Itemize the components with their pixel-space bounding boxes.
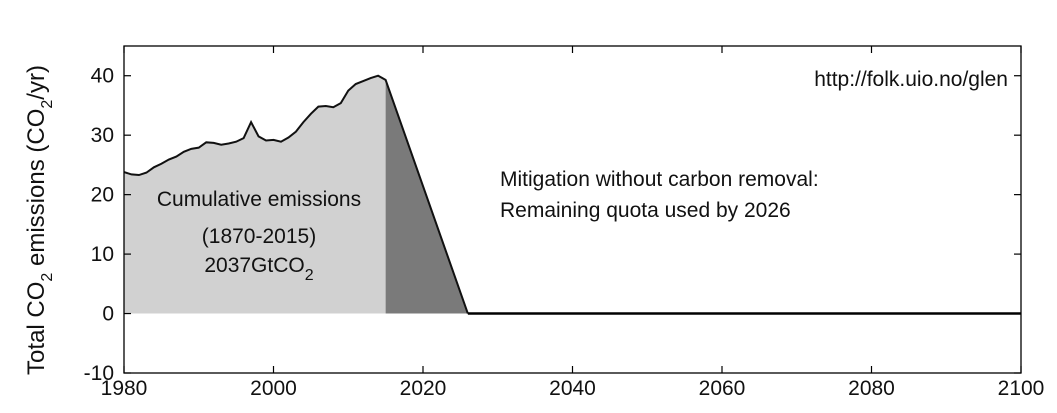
mitigation-line2: Remaining quota used by 2026 <box>500 199 791 222</box>
mitigation-line1: Mitigation without carbon removal: <box>500 168 819 191</box>
cumulative-line3: 2037GtCO2 <box>204 254 313 284</box>
x-tick-label: 2000 <box>250 377 297 400</box>
x-tick-label: 2080 <box>848 377 895 400</box>
y-tick-label: 30 <box>91 124 114 147</box>
cumulative-line1: Cumulative emissions <box>157 188 361 211</box>
y-tick-label: 40 <box>91 65 114 88</box>
mitigation-annotation: Mitigation without carbon removal: Remai… <box>500 168 819 222</box>
y-axis-label: Total CO2 emissions (CO2/yr) <box>23 65 56 375</box>
x-tick-label: 1980 <box>101 377 148 400</box>
y-tick-label: 10 <box>91 243 114 266</box>
emissions-line <box>123 74 469 314</box>
source-url-text: http://folk.uio.no/glen <box>814 68 1008 91</box>
plot-area: 1980 2000 2020 2040 2060 2080 2100 -10 0 10 20 30 40 <box>84 45 1045 400</box>
cumulative-emissions-annotation: Cumulative emissions (1870-2015) 2037GtC… <box>157 188 361 284</box>
historical-emissions-area <box>124 75 386 314</box>
x-tick-label: 2100 <box>998 377 1045 400</box>
cumulative-line2: (1870-2015) <box>202 225 316 248</box>
x-tick-label: 2040 <box>549 377 596 400</box>
x-tick-label: 2060 <box>699 377 746 400</box>
x-tick-label: 2020 <box>400 377 447 400</box>
y-tick-label: -10 <box>84 362 114 385</box>
y-tick-label: 0 <box>102 303 114 326</box>
y-tick-label: 20 <box>91 184 114 207</box>
